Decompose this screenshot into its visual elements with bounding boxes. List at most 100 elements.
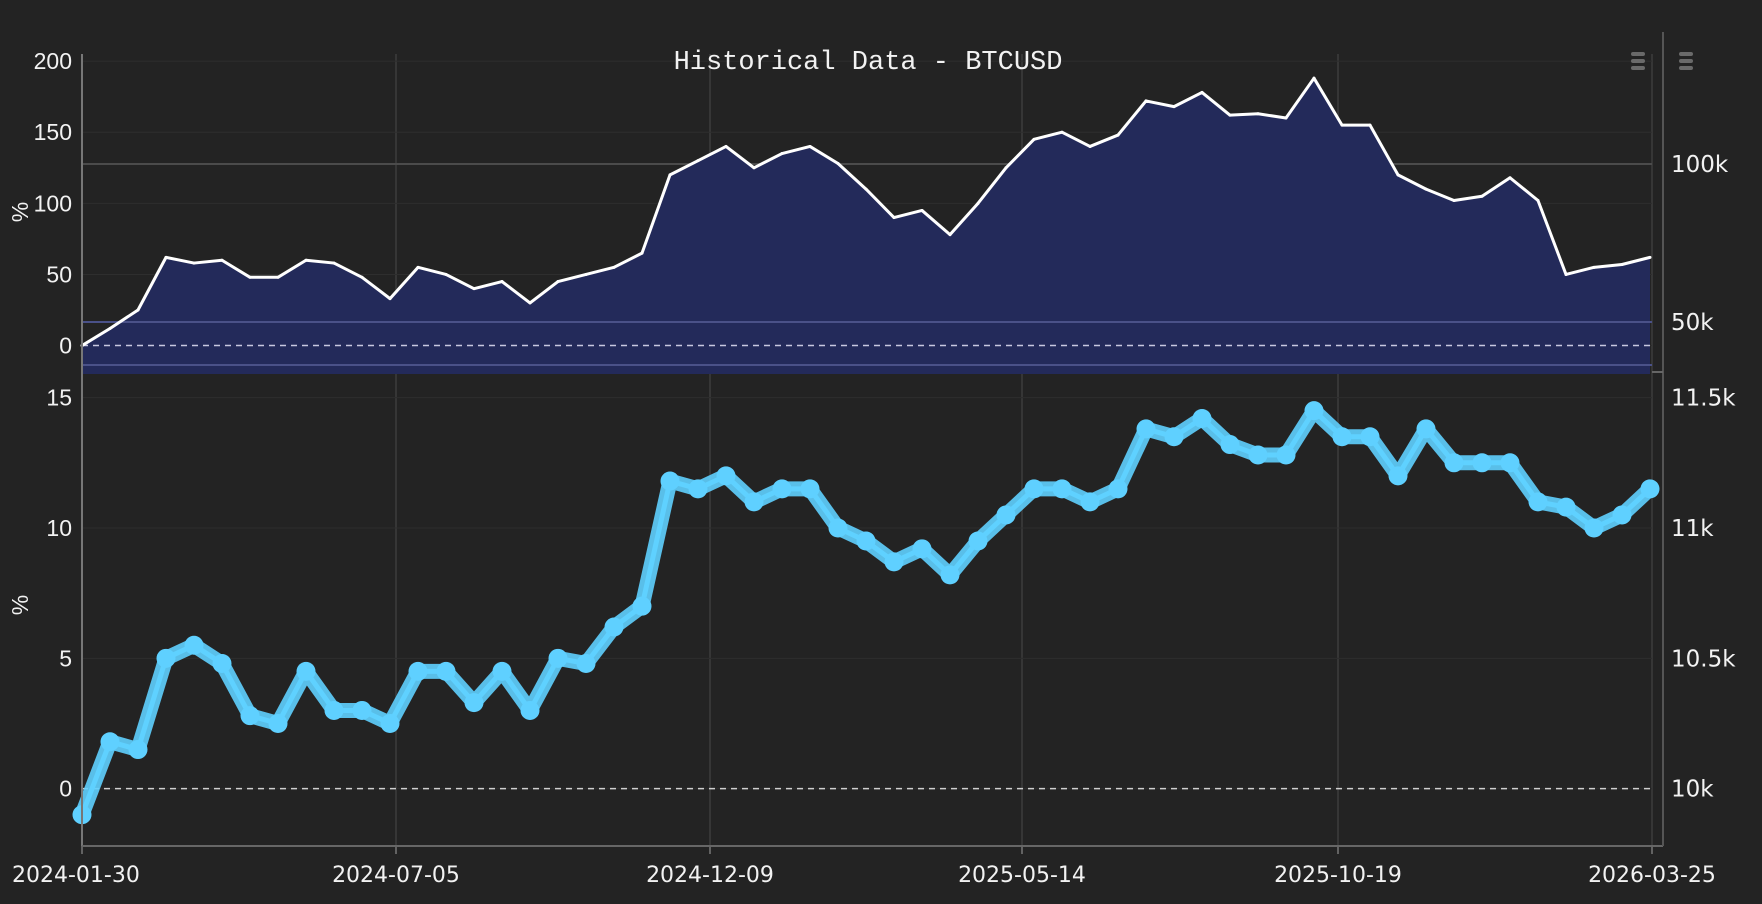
data-point (836, 162, 840, 166)
series-markers-band (74, 403, 1658, 823)
data-point (464, 693, 484, 713)
data-point (660, 471, 680, 491)
bottom-y-tick-label: 15 (46, 385, 72, 411)
data-point (1444, 453, 1464, 473)
data-point (156, 648, 176, 668)
data-point (808, 144, 812, 148)
data-point (856, 531, 876, 551)
data-point (1276, 445, 1296, 465)
data-point (668, 173, 672, 177)
top-right-tick-label: 50k (1671, 310, 1714, 336)
data-point (304, 258, 308, 262)
data-point (548, 648, 568, 668)
data-point (1360, 427, 1380, 447)
data-point (1452, 198, 1456, 202)
top-y-axis-title: % (7, 202, 33, 222)
data-point (920, 208, 924, 212)
data-point (324, 700, 344, 720)
data-point (332, 261, 336, 265)
x-tick-label: 2025-05-14 (958, 863, 1086, 888)
data-point (1536, 198, 1540, 202)
data-point (892, 216, 896, 220)
top-y-tick-label: 50 (46, 261, 72, 287)
data-point (1332, 427, 1352, 447)
data-point (276, 275, 280, 279)
data-point (220, 258, 224, 262)
data-point (416, 265, 420, 269)
data-point (1284, 116, 1288, 120)
data-point (436, 661, 456, 681)
data-point (1080, 492, 1100, 512)
data-point (108, 326, 112, 330)
area-fill (82, 78, 1650, 374)
bottom-pane (72, 401, 1660, 825)
data-point (1136, 419, 1156, 439)
data-point (240, 706, 260, 726)
chart-title: Historical Data - BTCUSD (674, 48, 1063, 78)
data-point (612, 265, 616, 269)
data-point (752, 166, 756, 170)
data-point (520, 700, 540, 720)
data-point (800, 479, 820, 499)
data-point (976, 201, 980, 205)
data-point (688, 479, 708, 499)
data-point (604, 617, 624, 637)
x-tick-label: 2024-12-09 (646, 863, 774, 888)
data-point (1304, 401, 1324, 421)
data-point (1648, 255, 1652, 259)
data-point (940, 565, 960, 585)
data-point (1060, 130, 1064, 134)
data-point (1228, 113, 1232, 117)
data-point (1480, 194, 1484, 198)
data-point (492, 661, 512, 681)
hamburger-menu-icon[interactable] (1631, 52, 1645, 73)
x-tick-label: 2026-03-25 (1588, 863, 1716, 888)
data-point (360, 275, 364, 279)
data-point (1108, 479, 1128, 499)
data-point (268, 713, 288, 733)
data-point (128, 740, 148, 760)
data-point (408, 661, 428, 681)
data-point (716, 466, 736, 486)
top-y-tick-label: 0 (59, 333, 72, 359)
data-point (912, 539, 932, 559)
hamburger-menu-icon[interactable] (1679, 52, 1693, 73)
data-point (1024, 479, 1044, 499)
data-point (1508, 176, 1512, 180)
data-point (1368, 123, 1372, 127)
data-point (1472, 453, 1492, 473)
data-point (1192, 408, 1212, 428)
data-point (1004, 166, 1008, 170)
data-point (884, 552, 904, 572)
data-point (212, 654, 232, 674)
data-point (1172, 105, 1176, 109)
data-point (1248, 445, 1268, 465)
data-point (1528, 492, 1548, 512)
data-point (1220, 435, 1240, 455)
data-point (1424, 187, 1428, 191)
data-point (352, 700, 372, 720)
data-point (1256, 112, 1260, 116)
data-point (744, 492, 764, 512)
data-point (1500, 453, 1520, 473)
top-right-tick-label: 100k (1671, 152, 1729, 178)
data-point (100, 732, 120, 752)
x-tick-label: 2024-07-05 (332, 863, 460, 888)
top-y-tick-label: 200 (34, 48, 72, 74)
data-point (1556, 497, 1576, 517)
data-point (164, 255, 168, 259)
data-point (584, 272, 588, 276)
data-point (1088, 144, 1092, 148)
data-point (528, 301, 532, 305)
axes: 2024-01-30 2024-07-05 2024-12-09 2025-05-14… (12, 32, 1736, 888)
data-point (996, 505, 1016, 525)
data-point (556, 280, 560, 284)
data-point (968, 531, 988, 551)
data-point (136, 308, 140, 312)
data-point (444, 272, 448, 276)
data-point (1200, 90, 1204, 94)
x-tick-label: 2024-01-30 (12, 863, 140, 888)
data-point (1388, 466, 1408, 486)
data-point (696, 159, 700, 163)
data-point (1340, 123, 1344, 127)
